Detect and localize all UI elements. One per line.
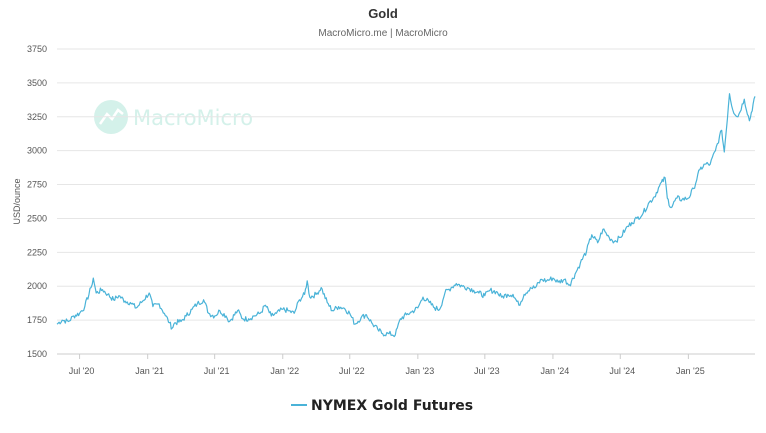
y-tick-label: 1750	[27, 315, 47, 325]
y-tick-label: 3000	[27, 146, 47, 156]
x-tick-label: Jul '24	[609, 366, 635, 376]
x-tick-label: Jul '20	[69, 366, 95, 376]
x-axis-ticks: Jul '20 Jan '21 Jul '21 Jan '22 Jul '22 Jan '…	[69, 354, 705, 376]
watermark-chart-icon	[98, 108, 124, 125]
x-tick-label: Jan '25	[676, 366, 705, 376]
y-axis-label: USD/ounce	[12, 178, 22, 224]
y-tick-label: 1500	[27, 349, 47, 359]
legend[interactable]: NYMEX Gold Futures	[291, 398, 473, 414]
y-tick-label: 3250	[27, 112, 47, 122]
y-tick-label: 2000	[27, 281, 47, 291]
y-tick-label: 2250	[27, 247, 47, 257]
y-tick-label: 2500	[27, 213, 47, 223]
x-tick-label: Jan '24	[541, 366, 570, 376]
watermark: MacroMicro	[94, 100, 253, 134]
chart-title: Gold	[368, 6, 398, 21]
x-tick-label: Jul '23	[474, 366, 500, 376]
y-axis-ticks: 1500 1750 2000 2250 2500 2750 3000 3250 3500 3750	[27, 44, 47, 359]
y-tick-label: 2750	[27, 180, 47, 190]
watermark-text: MacroMicro	[133, 106, 253, 130]
x-tick-label: Jul '21	[204, 366, 230, 376]
gridlines	[57, 48, 755, 355]
x-tick-label: Jan '23	[405, 366, 434, 376]
chart-subtitle: MacroMicro.me | MacroMicro	[318, 28, 448, 39]
series-line-nymex-gold-futures	[56, 93, 756, 338]
x-tick-label: Jan '21	[135, 366, 164, 376]
legend-label[interactable]: NYMEX Gold Futures	[311, 398, 473, 414]
y-tick-label: 3500	[27, 78, 47, 88]
y-tick-label: 3750	[27, 44, 47, 54]
x-tick-label: Jul '22	[339, 366, 365, 376]
x-tick-label: Jan '22	[270, 366, 299, 376]
